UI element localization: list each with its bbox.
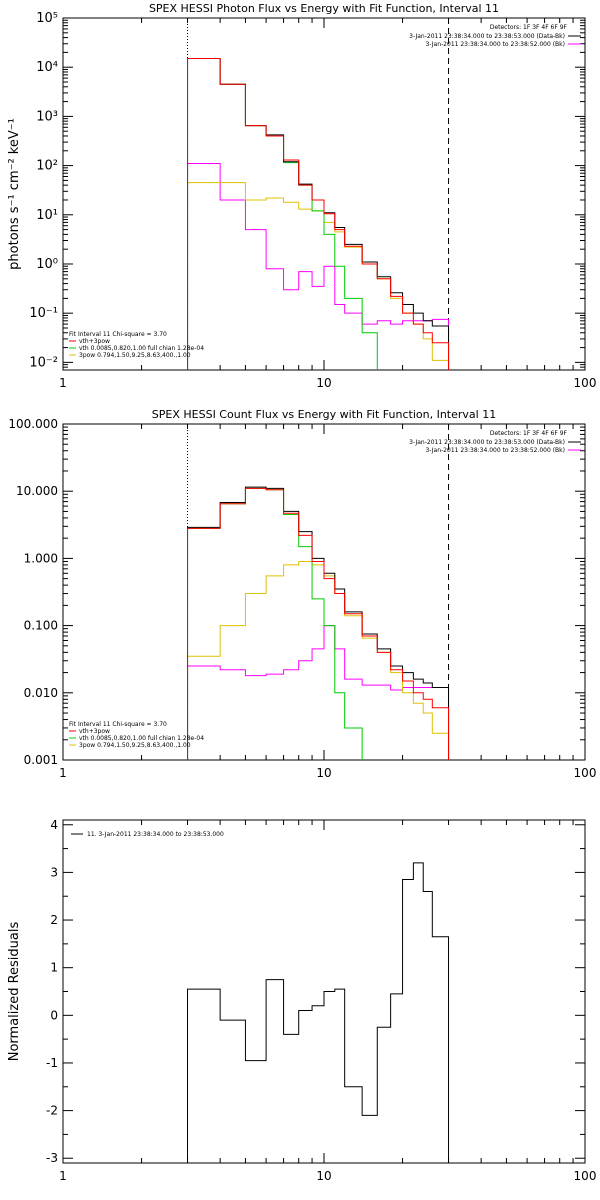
- y-tick-label: 10⁴: [36, 60, 58, 75]
- series-line-4: [187, 560, 450, 760]
- y-tick-label: -1: [46, 1056, 58, 1070]
- x-axis: 1 10 100: [59, 18, 596, 390]
- legend-entry: 3-Jan-2011 23:38:34.000 to 23:38:52.000 …: [425, 41, 565, 48]
- x-tick-label: 100: [574, 1169, 597, 1183]
- legend-bottom: Fit Interval 11 Chi-square = 3.70vth+3po…: [69, 331, 204, 359]
- legend-top: 11. 3-Jan-2011 23:38:34.000 to 23:38:53.…: [71, 831, 224, 838]
- legend-entry: 3-Jan-2011 23:38:34.000 to 23:38:53.000 …: [409, 439, 565, 446]
- x-tick-label: 1: [59, 376, 67, 390]
- y-tick-label: 10²: [36, 159, 58, 174]
- legend-entry: vth 0.0085,0.820,1.00 full chian 1.28e-0…: [79, 735, 204, 742]
- y-axis: 0.001 0.010 0.100 1.000 10.000 100.000: [8, 417, 585, 767]
- y-axis: 10⁻² 10⁻¹ 10⁰ 10¹ 10² 10³ 10⁴ 10⁵: [29, 11, 585, 371]
- y-axis-label: photons s⁻¹ cm⁻² keV⁻¹: [7, 118, 22, 270]
- legend-entry: 3-Jan-2011 23:38:34.000 to 23:38:52.000 …: [425, 447, 565, 454]
- series-line-1: [187, 58, 450, 370]
- legend-entry: 3pow 0.794,1.50,9.25,8.63,400.,1.00: [79, 742, 191, 749]
- series-line-4: [187, 182, 450, 370]
- x-tick-label: 10: [316, 766, 331, 780]
- y-tick-label: 0.001: [24, 753, 58, 767]
- y-tick-label: 10⁵: [36, 11, 58, 26]
- legend-entry: 3-Jan-2011 23:38:34.000 to 23:38:53.000 …: [409, 33, 565, 40]
- legend-entry: vth+3pow: [79, 338, 110, 345]
- x-tick-label: 100: [574, 376, 597, 390]
- x-tick-label: 1: [59, 766, 67, 780]
- legend-entry: 3pow 0.794,1.50,9.25,8.63,400.,1.00: [79, 352, 191, 359]
- x-tick-label: 100: [574, 766, 597, 780]
- y-tick-label: 100.000: [8, 417, 58, 431]
- series-line-2: [187, 58, 450, 370]
- x-tick-label: 1: [59, 1169, 67, 1183]
- legend-header: Detectors: 1F 3F 4F 6F 9F: [490, 24, 568, 31]
- x-tick-label: 10: [316, 376, 331, 390]
- y-tick-label: 10⁻²: [29, 355, 58, 370]
- chart-panel-1: SPEX HESSI Photon Flux vs Energy with Fi…: [7, 2, 596, 390]
- legend-entry: vth+3pow: [79, 728, 110, 735]
- legend-header: Fit Interval 11 Chi-square = 3.70: [69, 721, 167, 728]
- y-tick-label: 10⁰: [36, 257, 58, 272]
- plot-frame: [62, 17, 586, 371]
- y-tick-label: -3: [46, 1151, 58, 1165]
- series-line-5: [187, 163, 450, 370]
- series-line-3: [187, 487, 363, 760]
- x-axis: 1 10 100: [59, 820, 596, 1183]
- y-tick-label: 4: [50, 818, 58, 832]
- chart-panel-2: SPEX HESSI Count Flux vs Energy with Fit…: [8, 408, 596, 780]
- series-group: [187, 862, 450, 1163]
- y-tick-label: 10.000: [16, 484, 58, 498]
- y-tick-label: 10¹: [36, 208, 58, 223]
- y-axis-label: Normalized Residuals: [7, 922, 22, 1062]
- y-tick-label: 3: [50, 865, 58, 879]
- series-group: [187, 486, 450, 760]
- chart-title: SPEX HESSI Count Flux vs Energy with Fit…: [152, 408, 496, 421]
- y-tick-label: 0: [50, 1008, 58, 1022]
- y-tick-label: 1.000: [24, 551, 58, 565]
- chart-title: SPEX HESSI Photon Flux vs Energy with Fi…: [149, 2, 499, 15]
- y-tick-label: 0.100: [24, 619, 58, 633]
- series-line-1: [187, 862, 450, 1163]
- legend-entry: 11. 3-Jan-2011 23:38:34.000 to 23:38:53.…: [87, 831, 224, 838]
- chart-panel-3: 1 10 100 -3 -2 -1 0 1 2 3 4 Normalized Residuals 11.…: [7, 818, 596, 1183]
- legend-header: Fit Interval 11 Chi-square = 3.70: [69, 331, 167, 338]
- y-tick-label: 2: [50, 913, 58, 927]
- legend-entry: vth 0.0085,0.820,1.00 full chian 1.28e-0…: [79, 345, 204, 352]
- legend-header: Detectors: 1F 3F 4F 6F 9F: [490, 430, 568, 437]
- x-tick-label: 10: [316, 1169, 331, 1183]
- legend-top: Detectors: 1F 3F 4F 6F 9F 3-Jan-2011 23:3…: [409, 430, 581, 454]
- y-tick-label: 10³: [36, 109, 58, 124]
- series-line-1: [187, 486, 450, 760]
- plot-frame: [62, 423, 586, 761]
- y-tick-label: 0.010: [24, 686, 58, 700]
- legend-bottom: Fit Interval 11 Chi-square = 3.70vth+3po…: [69, 721, 204, 749]
- y-axis: -3 -2 -1 0 1 2 3 4: [46, 818, 585, 1165]
- series-line-2: [187, 487, 450, 760]
- y-tick-label: 1: [50, 961, 58, 975]
- legend-top: Detectors: 1F 3F 4F 6F 9F 3-Jan-2011 23:3…: [409, 24, 581, 48]
- series-line-3: [187, 58, 378, 370]
- series-line-5: [187, 625, 450, 760]
- y-tick-label: 10⁻¹: [29, 306, 58, 321]
- y-tick-label: -2: [46, 1104, 58, 1118]
- series-group: [187, 58, 450, 370]
